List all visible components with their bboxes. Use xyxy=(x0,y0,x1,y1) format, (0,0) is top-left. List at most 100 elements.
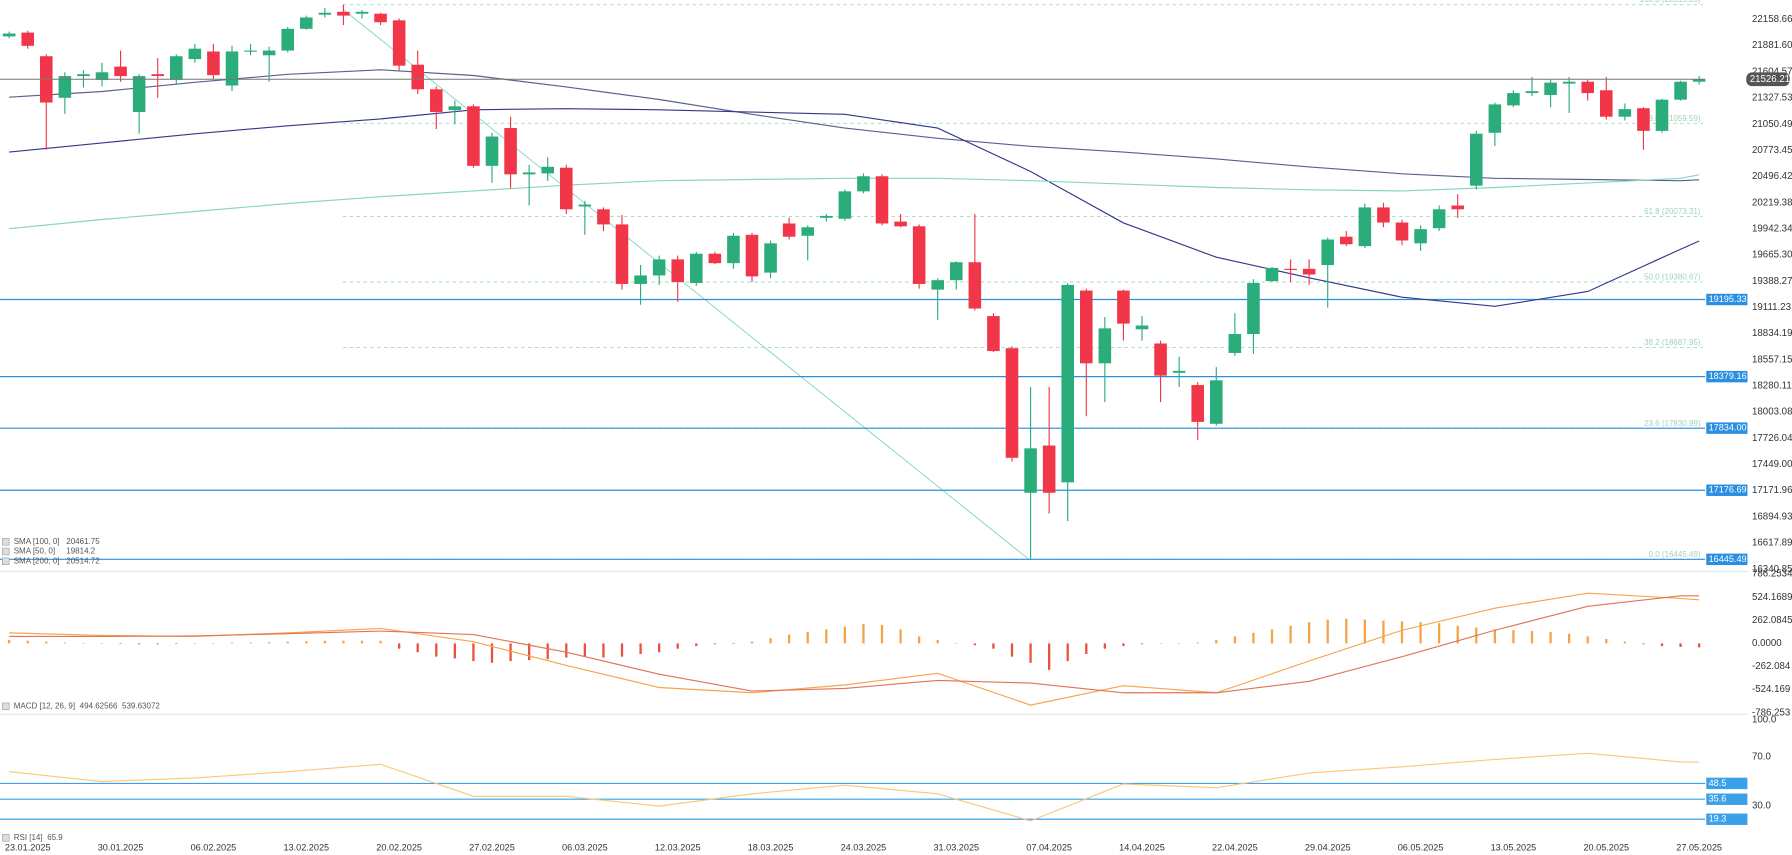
indicator-line xyxy=(9,752,1700,822)
y-tick-label: -262.084 xyxy=(1752,661,1791,672)
histogram-bar xyxy=(26,640,29,644)
histogram-bar xyxy=(1623,641,1626,644)
candle-body xyxy=(1358,207,1372,247)
candle-body xyxy=(392,20,406,66)
candle-body xyxy=(1581,81,1594,94)
last-price-box xyxy=(1746,72,1790,87)
candle-body xyxy=(671,259,684,283)
candle-body xyxy=(244,50,257,52)
histogram-bar xyxy=(1103,643,1106,649)
candle-body xyxy=(597,209,610,225)
y-tick-label: 19942.34 xyxy=(1752,223,1792,234)
candle-body xyxy=(485,136,499,166)
histogram-bar xyxy=(490,643,494,663)
candle-body xyxy=(132,76,146,112)
x-tick-label: 22.04.2025 xyxy=(1212,842,1258,852)
histogram-bar xyxy=(1512,630,1515,644)
histogram-bar xyxy=(1698,643,1701,648)
histogram-bar xyxy=(1048,643,1051,670)
y-tick-label: 18003.08 xyxy=(1752,407,1792,418)
histogram-bar xyxy=(843,626,846,644)
candle-body xyxy=(207,51,220,76)
histogram-bar xyxy=(323,640,326,644)
histogram-bar xyxy=(1196,642,1199,644)
candle-body xyxy=(170,56,183,80)
legend-icon xyxy=(1,834,10,842)
candle-body xyxy=(820,215,833,218)
candle-body xyxy=(151,74,164,77)
histogram-bar xyxy=(1605,639,1608,644)
candle-body xyxy=(1451,205,1464,210)
level-label-box xyxy=(1706,793,1748,805)
histogram-bar xyxy=(1140,643,1144,645)
fib-label: 23.6 (17830.89) xyxy=(1644,419,1701,428)
candle-body xyxy=(652,259,666,276)
x-tick-label: 20.05.2025 xyxy=(1583,842,1629,852)
histogram-bar xyxy=(1660,643,1664,647)
histogram-bar xyxy=(695,643,698,647)
candle-body xyxy=(894,221,907,227)
histogram-bar xyxy=(1456,625,1459,644)
legend-name: MACD [12, 26, 9] xyxy=(14,701,75,710)
indicator-line xyxy=(9,174,1700,230)
indicator-line xyxy=(9,592,1700,706)
histogram-bar xyxy=(918,636,921,644)
candle-body xyxy=(541,166,554,174)
histogram-bar xyxy=(453,643,456,659)
histogram-bar xyxy=(1363,619,1366,644)
y-tick-label: 16340.85 xyxy=(1752,564,1792,575)
histogram-bar xyxy=(1159,643,1162,644)
fib-label: 38.2 (18687.95) xyxy=(1644,338,1701,347)
candle-body xyxy=(1507,93,1520,106)
histogram-bar xyxy=(1085,643,1088,654)
level-label: 19195.33 xyxy=(1709,294,1747,304)
level-label: 48.5 xyxy=(1709,778,1727,788)
x-tick-label: 06.05.2025 xyxy=(1398,842,1444,852)
histogram-bar xyxy=(1382,620,1385,644)
y-tick-label: 786.2534 xyxy=(1752,569,1792,580)
y-tick-label: 21881.60 xyxy=(1752,40,1792,51)
candle-body xyxy=(1470,133,1483,186)
histogram-bar xyxy=(713,643,716,645)
candle-body xyxy=(950,262,963,281)
candle-body xyxy=(1321,239,1334,266)
candle-body xyxy=(801,227,814,236)
candle-body xyxy=(1600,90,1613,117)
candle-body xyxy=(1562,81,1576,84)
x-tick-label: 23.01.2025 xyxy=(5,842,51,852)
histogram-bar xyxy=(825,629,828,644)
y-tick-label: 22158.66 xyxy=(1752,14,1792,25)
y-tick-label: 30.0 xyxy=(1752,801,1771,812)
y-tick-label: 19665.30 xyxy=(1752,250,1792,261)
fib-label: 50.0 (19380.67) xyxy=(1644,273,1701,282)
candle-body xyxy=(1637,108,1650,131)
histogram-bar xyxy=(973,643,976,646)
histogram-bar xyxy=(1419,622,1422,644)
histogram-bar xyxy=(676,643,679,649)
candle-body xyxy=(504,128,517,175)
candle-body xyxy=(300,17,313,29)
histogram-bar xyxy=(156,643,159,645)
candle-body xyxy=(281,28,294,51)
histogram-bar xyxy=(249,642,252,644)
candle-body xyxy=(1247,283,1260,335)
legend-name: SMA [50, 0] xyxy=(14,547,55,556)
y-tick-label: 524.1689 xyxy=(1752,592,1792,603)
candle-body xyxy=(1302,268,1316,275)
histogram-bar xyxy=(472,643,475,662)
y-tick-label: 18557.15 xyxy=(1752,354,1792,365)
y-tick-label: 100.0 xyxy=(1752,715,1777,726)
level-label: 17834.00 xyxy=(1709,423,1747,433)
candle-body xyxy=(1042,445,1056,493)
legend-value: 65.9 xyxy=(47,833,63,842)
candle-body xyxy=(522,172,536,175)
histogram-bar xyxy=(620,643,624,657)
histogram-bar xyxy=(1270,629,1274,644)
candle-body xyxy=(968,262,982,309)
candle-body xyxy=(1395,222,1409,241)
level-label: 35.6 xyxy=(1709,794,1727,804)
candle-body xyxy=(225,51,239,86)
histogram-bar xyxy=(639,643,642,654)
